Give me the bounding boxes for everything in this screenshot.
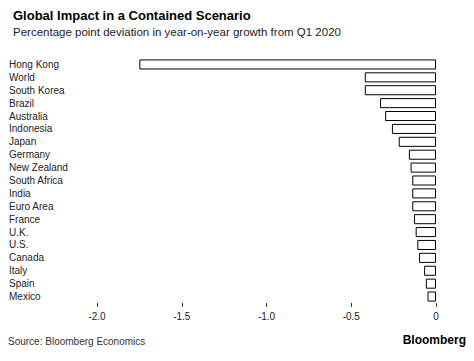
svg-text:0: 0: [433, 311, 439, 322]
svg-text:World: World: [9, 72, 35, 83]
svg-text:Brazil: Brazil: [9, 98, 34, 109]
svg-text:-0.5: -0.5: [343, 311, 361, 322]
svg-text:Source: Bloomberg Economics: Source: Bloomberg Economics: [8, 336, 145, 347]
svg-text:Australia: Australia: [9, 111, 48, 122]
svg-text:Bloomberg: Bloomberg: [403, 333, 466, 347]
svg-text:-1.0: -1.0: [258, 311, 276, 322]
svg-text:U.S.: U.S.: [9, 239, 28, 250]
svg-text:South Africa: South Africa: [9, 175, 63, 186]
svg-text:U.K.: U.K.: [9, 227, 28, 238]
svg-text:-2.0: -2.0: [88, 311, 106, 322]
svg-text:Mexico: Mexico: [9, 291, 41, 302]
svg-text:-1.5: -1.5: [173, 311, 191, 322]
svg-text:Global Impact in a Contained S: Global Impact in a Contained Scenario: [13, 8, 251, 23]
svg-text:South Korea: South Korea: [9, 85, 65, 96]
svg-text:Canada: Canada: [9, 252, 44, 263]
svg-text:India: India: [9, 188, 31, 199]
svg-text:Euro Area: Euro Area: [9, 201, 54, 212]
svg-text:Percentage point deviation in: Percentage point deviation in year-on-ye…: [13, 26, 341, 38]
svg-text:Spain: Spain: [9, 278, 35, 289]
svg-text:New Zealand: New Zealand: [9, 162, 68, 173]
svg-text:France: France: [9, 214, 41, 225]
svg-text:Italy: Italy: [9, 265, 27, 276]
svg-text:Germany: Germany: [9, 149, 50, 160]
svg-text:Japan: Japan: [9, 136, 36, 147]
svg-text:Hong Kong: Hong Kong: [9, 59, 59, 70]
svg-text:Indonesia: Indonesia: [9, 123, 53, 134]
